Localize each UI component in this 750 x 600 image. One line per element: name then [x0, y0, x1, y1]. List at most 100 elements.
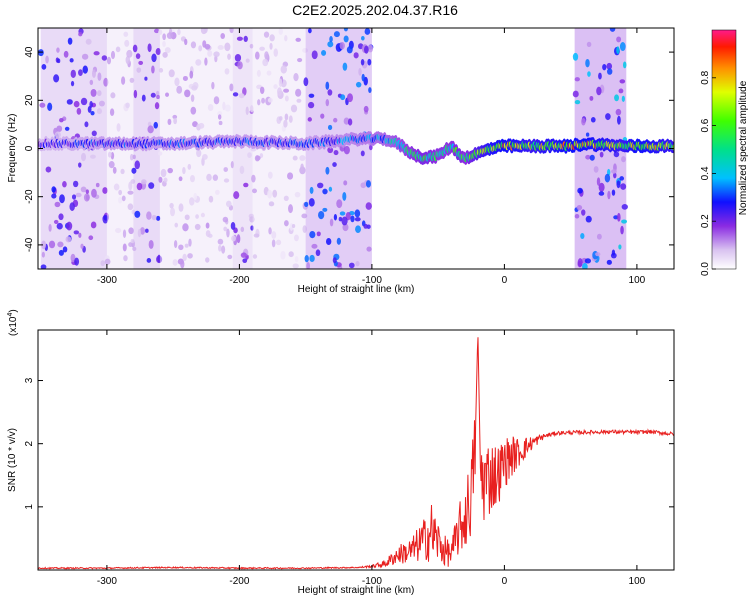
noise-speck [167, 167, 173, 174]
noise-speck [78, 69, 83, 77]
noise-speck [41, 240, 47, 250]
noise-speck [224, 104, 231, 112]
noise-speck [225, 200, 232, 208]
noise-speck [293, 72, 299, 82]
noise-speck [611, 169, 617, 174]
noise-speck [328, 186, 333, 192]
noise-speck [316, 231, 321, 237]
colorbar-ticks: 0.0 0.2 0.4 0.6 0.8 [700, 70, 716, 276]
noise-speck [96, 108, 103, 115]
noise-speck [206, 173, 212, 182]
y-tick-label: 40 [24, 46, 35, 58]
noise-speck [158, 68, 164, 73]
noise-speck [317, 182, 324, 189]
noise-speck [39, 102, 46, 108]
noise-speck [577, 187, 583, 194]
noise-speck [62, 181, 67, 188]
noise-speck [245, 58, 250, 63]
noise-speck [126, 49, 133, 58]
noise-speck [108, 161, 115, 169]
noise-speck [191, 85, 198, 91]
noise-speck [338, 216, 343, 222]
noise-speck [205, 222, 210, 229]
noise-speck [321, 50, 327, 56]
noise-speck [69, 58, 74, 63]
spectrogram-y-axis-label: Frequency (Hz) [7, 114, 18, 183]
noise-speck [284, 220, 289, 227]
noise-speck [596, 86, 602, 96]
noise-speck [132, 44, 138, 53]
noise-speck [88, 235, 94, 241]
noise-speck [162, 40, 166, 47]
noise-speck [146, 211, 152, 220]
noise-speck [596, 233, 602, 240]
noise-speck [271, 239, 276, 248]
noise-speck [224, 42, 231, 52]
colorbar [711, 29, 737, 270]
noise-speck [63, 50, 69, 58]
noise-speck [318, 210, 325, 220]
noise-speck [71, 194, 77, 200]
noise-speck [363, 105, 369, 113]
noise-speck [582, 263, 588, 269]
noise-speck [252, 188, 258, 194]
noise-speck [616, 36, 622, 43]
noise-speck [308, 28, 312, 34]
noise-speck [129, 153, 134, 161]
noise-speck [581, 118, 586, 126]
noise-speck [288, 204, 293, 214]
noise-speck [81, 53, 89, 60]
noise-speck [122, 243, 127, 252]
noise-speck [75, 192, 82, 198]
noise-speck [577, 258, 583, 268]
noise-speck [580, 233, 585, 239]
x-tick-label: 0 [502, 275, 508, 286]
noise-speck [303, 77, 309, 87]
noise-speck [272, 189, 278, 198]
noise-speck [609, 28, 616, 32]
noise-speck [107, 151, 112, 158]
noise-speck [115, 46, 121, 53]
noise-speck [121, 195, 126, 202]
noise-speck [240, 226, 245, 233]
noise-speck [290, 104, 298, 113]
noise-speck [174, 222, 179, 228]
noise-speck [307, 101, 315, 109]
noise-speck [284, 95, 289, 102]
noise-speck [617, 212, 621, 222]
noise-speck [41, 251, 45, 258]
noise-speck [576, 205, 583, 211]
noise-speck [300, 163, 304, 171]
noise-speck [53, 74, 60, 83]
noise-speck [118, 189, 123, 196]
noise-speck [91, 188, 97, 198]
spectrogram-plot-area [38, 28, 674, 269]
noise-speck [255, 155, 261, 161]
noise-speck [198, 122, 205, 129]
noise-speck [618, 244, 622, 250]
noise-speck [151, 53, 157, 63]
noise-speck [605, 113, 611, 121]
noise-speck [292, 155, 298, 161]
noise-speck [322, 207, 328, 212]
noise-speck [613, 172, 617, 179]
noise-speck [254, 51, 260, 60]
noise-speck [211, 81, 215, 90]
noise-speck [151, 214, 157, 221]
noise-speck [131, 167, 137, 174]
noise-speck [187, 163, 192, 170]
noise-speck [296, 98, 302, 103]
noise-speck [97, 90, 102, 97]
noise-speck [325, 81, 330, 90]
noise-speck [125, 102, 130, 109]
noise-speck [81, 152, 87, 162]
x-tick-label: -300 [97, 576, 117, 587]
noise-speck [76, 107, 82, 115]
noise-speck [106, 56, 112, 65]
noise-speck [148, 240, 154, 249]
noise-speck [70, 80, 75, 87]
noise-speck [205, 230, 211, 238]
noise-speck [343, 28, 348, 32]
noise-speck [66, 99, 73, 105]
noise-speck [339, 41, 345, 50]
